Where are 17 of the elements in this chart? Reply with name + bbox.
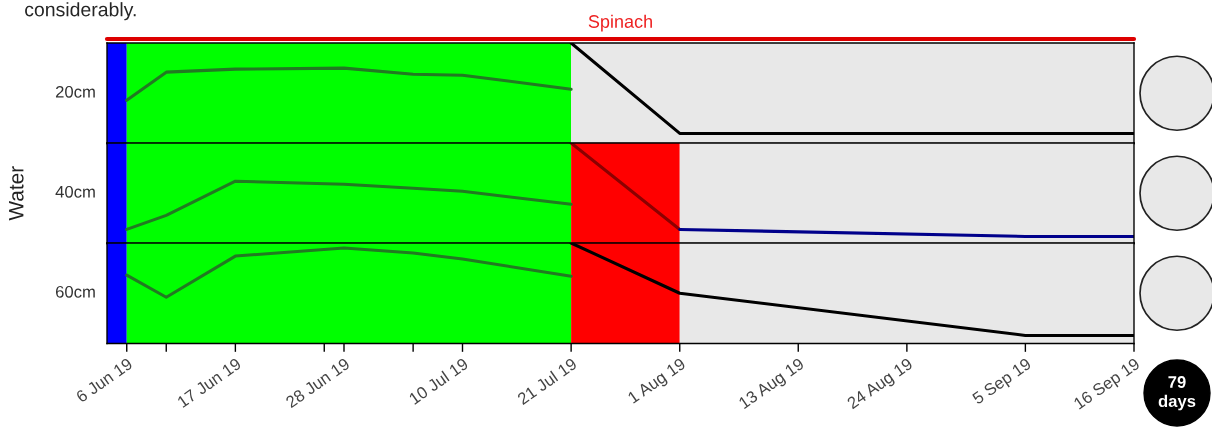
text: Water <box>9 166 24 221</box>
y-axis-title: 40cm <box>55 185 95 198</box>
x-tick-label: 24 Aug 19 <box>846 357 916 412</box>
x-tick-label: 16 Sep 19 <box>1073 357 1143 413</box>
x-tick-label: 17 Jun 19 <box>176 357 242 408</box>
x-tick-label: 21 Jul 19 <box>516 357 578 406</box>
x-tick-label: 13 Aug 19 <box>738 357 807 412</box>
x-tick-label: 6 Jun 19 <box>75 357 134 403</box>
y-axis-title: 20cm <box>55 85 95 98</box>
x-tick-label: 5 Sep 19 <box>971 357 1034 408</box>
x-tick-label: 10 Jul 19 <box>408 357 469 405</box>
x-tick-label: 28 Jun 19 <box>284 357 351 409</box>
x-tick-label: 1 Aug 19 <box>627 357 689 407</box>
chart-title: Spinach <box>588 14 652 32</box>
text: considerably. <box>25 2 136 21</box>
text: 79 days <box>1158 376 1196 411</box>
y-axis-title: 60cm <box>55 285 95 298</box>
